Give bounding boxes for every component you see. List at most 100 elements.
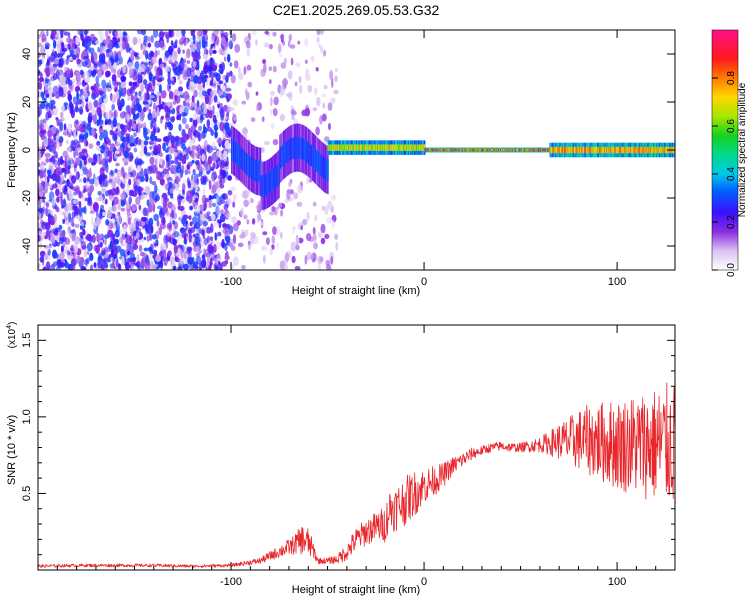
spectrogram-cell: [122, 31, 127, 36]
spectrogram-cell: [206, 170, 210, 175]
spectrogram-cell: [79, 108, 84, 114]
spectrogram-cell: [60, 232, 65, 237]
spectrogram-cell: [244, 229, 249, 237]
spectrogram-cell: [74, 36, 81, 46]
spectrogram-cell: [68, 122, 72, 133]
spectrogram-cell: [40, 91, 44, 98]
spectrogram-cell: [49, 99, 56, 106]
spectrogram-cell: [340, 144, 342, 151]
spectrogram-cell: [47, 215, 52, 226]
spectrogram-cell: [172, 100, 177, 105]
spectrogram-cell: [85, 58, 92, 69]
spectrogram-cell: [328, 122, 331, 131]
spectrogram-cell: [47, 169, 52, 175]
spectrogram-cell: [188, 106, 194, 110]
spectrogram-cell: [167, 71, 171, 80]
spectrogram-cell: [583, 146, 585, 154]
spectrogram-cell: [607, 146, 609, 154]
spectrogram-cell: [233, 115, 237, 121]
spectrogram-cell: [139, 112, 145, 119]
spectrogram-cell: [59, 237, 65, 242]
spectrogram-cell: [261, 245, 266, 251]
spectrogram-cell: [469, 148, 471, 152]
spectrogram-cell: [245, 91, 250, 101]
spectrogram-cell: [595, 146, 597, 154]
spectrogram-cell: [45, 202, 50, 208]
spectrogram-cell: [222, 228, 228, 234]
spectrogram-cell: [304, 37, 309, 47]
spectrogram-cell: [512, 148, 514, 152]
spectrogram-cell: [149, 250, 154, 255]
spectrogram-cell: [288, 181, 292, 188]
spectrogram-cell: [365, 144, 367, 151]
spectrogram-cell: [213, 80, 217, 89]
spectrogram-cell: [115, 162, 120, 167]
spectrogram-cell: [620, 146, 622, 154]
spectrogram-cell: [194, 266, 201, 270]
spectrogram-cell: [222, 75, 225, 83]
spectrogram-cell: [150, 122, 157, 128]
spectrogram-cell: [270, 90, 275, 96]
spectrogram-cell: [150, 164, 157, 174]
spectrogram-cell: [617, 146, 619, 154]
spectrogram-cell: [142, 122, 147, 129]
spectrogram-cell: [47, 209, 51, 214]
spectrogram-cell: [242, 149, 244, 171]
spectrogram-cell: [48, 80, 53, 88]
spectrogram-cell: [75, 102, 79, 112]
spectrogram-cell: [328, 144, 331, 151]
spectrogram-cell: [168, 147, 175, 154]
spectrogram-cell: [320, 237, 326, 245]
spectrogram-cell: [147, 53, 153, 61]
spectrogram-cell: [541, 148, 544, 152]
spectrogram-cell: [207, 65, 213, 75]
spectrogram-cell: [177, 86, 184, 92]
spectrogram-cell: [226, 223, 231, 229]
spectrogram-cell: [313, 242, 318, 250]
spectrogram-y-tick-label: -20: [21, 190, 33, 206]
spectrogram-cell: [290, 57, 294, 66]
spectrogram-cell: [263, 174, 266, 197]
spectrogram-cell: [56, 133, 60, 142]
spectrogram-cell: [514, 148, 516, 152]
spectrogram-cell: [305, 73, 311, 81]
spectrogram-cell: [203, 64, 209, 75]
spectrogram-cell: [327, 200, 333, 210]
spectrogram-cell: [207, 109, 214, 118]
spectrogram-cell: [50, 263, 56, 270]
spectrogram-cell: [234, 43, 241, 53]
spectrogram-cell: [38, 109, 41, 118]
spectrogram-cell: [279, 260, 286, 270]
spectrogram-cell: [181, 155, 187, 165]
spectrogram-cell: [219, 168, 223, 176]
spectrogram-cell: [288, 91, 293, 101]
spectrogram-cell: [268, 43, 273, 50]
spectrogram-cell: [50, 103, 54, 111]
spectrogram-cell: [231, 33, 237, 42]
spectrogram-cell: [262, 231, 268, 236]
spectrogram-cell: [149, 95, 155, 99]
spectrogram-cell: [39, 198, 43, 203]
spectrogram-cell: [58, 87, 64, 97]
spectrogram-cell: [284, 142, 286, 165]
spectrogram-cell: [201, 103, 207, 110]
spectrogram-cell: [189, 37, 193, 46]
spectrogram-cell: [263, 254, 266, 264]
spectrogram-cell: [308, 142, 310, 164]
spectrogram-cell: [226, 56, 231, 61]
spectrogram-cell: [296, 136, 298, 159]
spectrogram-cell: [368, 144, 370, 151]
spectrogram-cell: [229, 62, 233, 67]
spectrogram-cell: [159, 213, 165, 220]
spectrogram-cell: [602, 146, 605, 154]
spectrogram-cell: [159, 40, 165, 48]
spectrogram-cell: [114, 30, 118, 38]
spectrogram-cell: [220, 213, 226, 223]
spectrogram-cell: [153, 30, 159, 38]
spectrogram-cell: [97, 154, 100, 165]
spectrogram-cell: [286, 190, 291, 200]
spectrogram-cell: [509, 148, 511, 152]
spectrogram-cell: [196, 41, 202, 51]
spectrogram-cell: [382, 144, 384, 151]
spectrogram-cell: [192, 113, 197, 121]
